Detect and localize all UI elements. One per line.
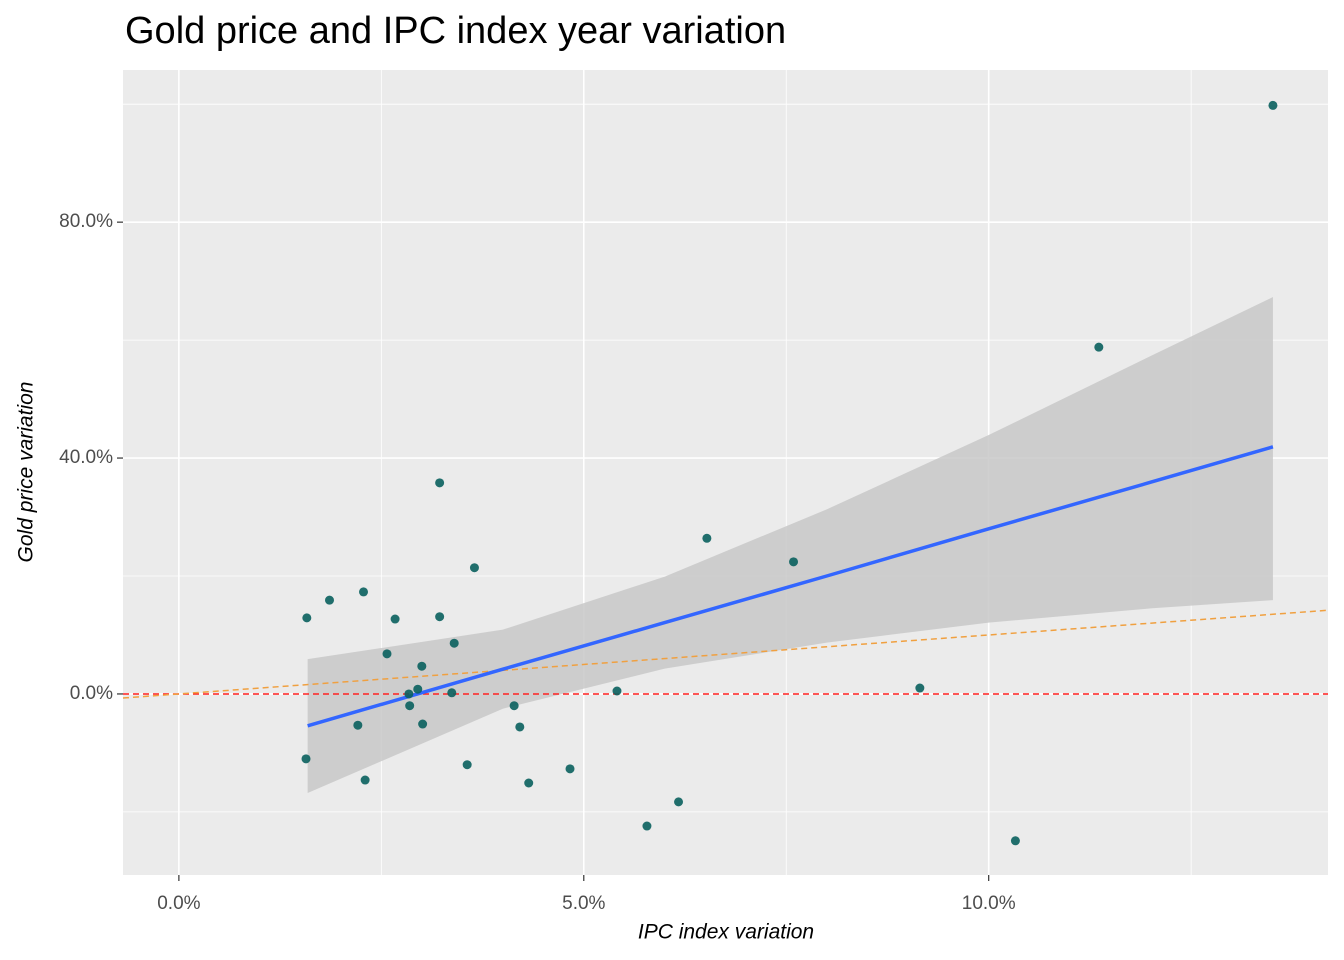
point: [447, 688, 457, 698]
point: [435, 612, 445, 622]
chart-title: Gold price and IPC index year variation: [125, 10, 786, 52]
point: [353, 720, 363, 730]
x-tick-label: 0.0%: [157, 893, 200, 914]
point: [382, 649, 392, 659]
y-tick-label: 80.0%: [59, 211, 113, 232]
point: [302, 613, 312, 623]
point: [469, 563, 479, 573]
point: [404, 689, 414, 699]
point: [612, 686, 622, 696]
point: [1268, 100, 1278, 110]
point: [449, 638, 459, 648]
point: [435, 478, 445, 488]
y-tick-label: 40.0%: [59, 447, 113, 468]
point: [702, 533, 712, 543]
point: [417, 661, 427, 671]
point: [915, 683, 925, 693]
y-axis-title: Gold price variation: [15, 382, 38, 563]
point: [1010, 836, 1020, 846]
point: [1094, 342, 1104, 352]
confidence-band: [307, 297, 1273, 794]
point: [418, 719, 428, 729]
point: [390, 614, 400, 624]
point: [642, 821, 652, 831]
x-tick-label: 10.0%: [962, 893, 1016, 914]
reference-abline: [122, 609, 1329, 699]
point: [509, 701, 519, 711]
fit-line: [307, 445, 1274, 728]
point: [565, 764, 575, 774]
point: [360, 775, 370, 785]
point: [462, 760, 472, 770]
point: [301, 754, 311, 764]
point: [325, 595, 335, 605]
point: [524, 778, 534, 788]
point: [405, 701, 415, 711]
point: [359, 587, 369, 597]
x-axis-title: IPC index variation: [638, 921, 814, 944]
point: [674, 797, 684, 807]
point: [515, 722, 525, 732]
y-tick-label: 0.0%: [70, 683, 113, 704]
point: [789, 557, 799, 567]
point: [413, 684, 423, 694]
x-tick-label: 5.0%: [562, 893, 605, 914]
